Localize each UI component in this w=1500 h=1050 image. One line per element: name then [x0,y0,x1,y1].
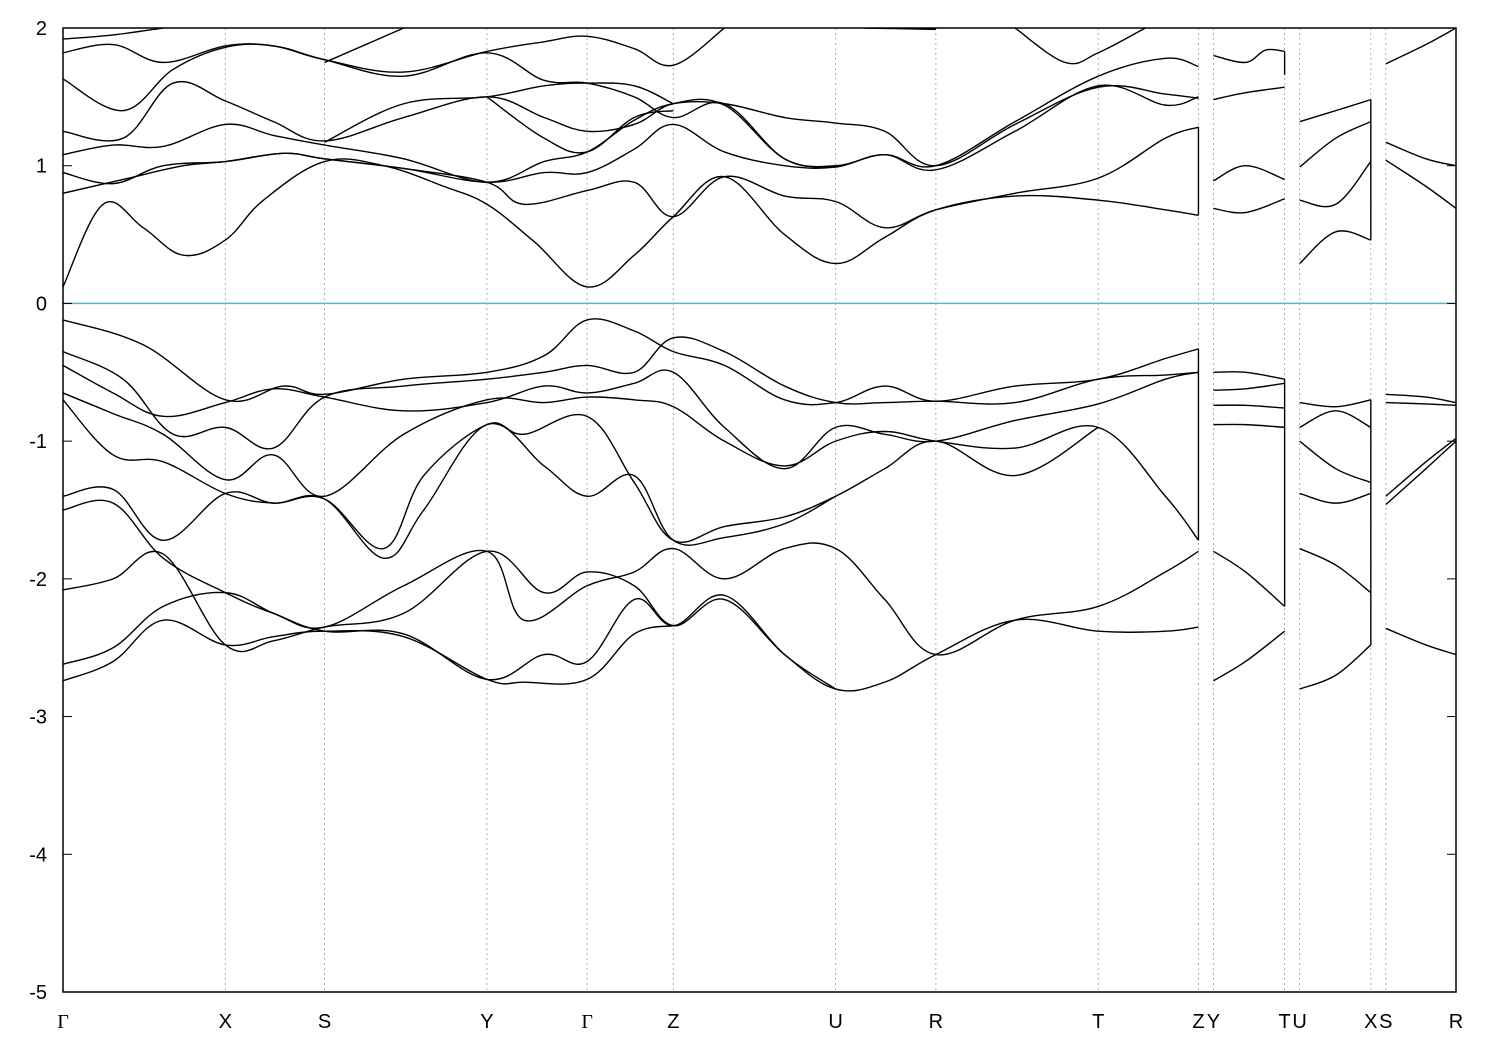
kpoint-label: Z [1192,1011,1204,1033]
band-line [1299,161,1372,208]
band-line [1385,141,1456,167]
band-line [63,28,725,73]
band-line [1299,644,1372,690]
band-line [1299,399,1371,408]
band-line [1299,547,1372,594]
band-line [1213,165,1285,182]
band-line [1299,440,1372,484]
band-line [63,619,674,685]
band-line [63,84,1199,185]
y-tick-label: -1 [29,431,47,453]
band-line [1213,198,1285,214]
band-line [1213,404,1285,409]
band-line [63,392,1200,541]
band-line [63,57,1199,168]
kpoint-label: T [1279,1011,1291,1033]
band-line [1213,86,1285,101]
band-line [63,499,1199,656]
kpoint-label: Γ [57,1011,69,1033]
band-line [1385,28,1456,65]
kpoint-label: U [828,1011,842,1033]
y-tick-label: -3 [29,707,47,729]
kpoint-label: Γ [581,1011,593,1033]
band-line [1213,382,1285,391]
band-line [63,591,837,690]
y-tick-label: 2 [36,18,47,40]
band-line [486,96,674,154]
band-line [63,318,1199,406]
y-axis-ticks: -5 -4 -3 -2 -1 0 1 2 [29,18,1456,1004]
kpoint-label: Y [480,1011,493,1033]
kpoint-label: S [318,1011,331,1033]
kpoint-label: U [1292,1011,1306,1033]
band-line [1299,98,1372,123]
band-line [1385,440,1456,506]
kpoint-label: T [1092,1011,1104,1033]
kpoint-label: X [219,1011,232,1033]
band-line [63,422,836,559]
band-line [1299,410,1372,429]
band-line [1213,550,1286,607]
band-line [63,364,1199,470]
band-line [1213,371,1285,380]
band-line [1213,423,1285,429]
band-line [1299,492,1372,504]
band-line [1385,437,1456,497]
band-line [63,43,836,168]
band-line [324,28,405,64]
y-tick-label: -2 [29,569,47,591]
kpoint-label: S [1379,1011,1392,1033]
band-line [1299,230,1372,265]
band-line [63,84,1199,183]
band-line [1299,121,1372,168]
y-tick-label: 1 [36,156,47,178]
band-line [324,82,674,143]
y-tick-label: -5 [29,982,47,1004]
band-line [1385,401,1456,407]
band-line [1385,627,1456,656]
band-line [1014,28,1146,65]
plot-frame [62,27,1457,993]
y-tick-label: -4 [29,844,47,866]
kpoint-label: X [1364,1011,1377,1033]
kpoint-label: R [1449,1011,1463,1033]
y-tick-label: 0 [36,293,47,315]
band-line [63,126,1199,229]
kpoint-label: Z [667,1011,679,1033]
band-line [1385,159,1456,209]
kpoint-label: R [929,1011,943,1033]
band-line [1213,630,1286,682]
band-line [63,550,1199,692]
band-line [63,158,1199,288]
band-lines [63,28,1456,692]
band-line [1385,393,1456,404]
band-line [63,28,164,40]
kpoint-label: Y [1207,1011,1220,1033]
band-line [63,336,1199,450]
band-line [63,399,1099,550]
band-line [1213,48,1285,64]
